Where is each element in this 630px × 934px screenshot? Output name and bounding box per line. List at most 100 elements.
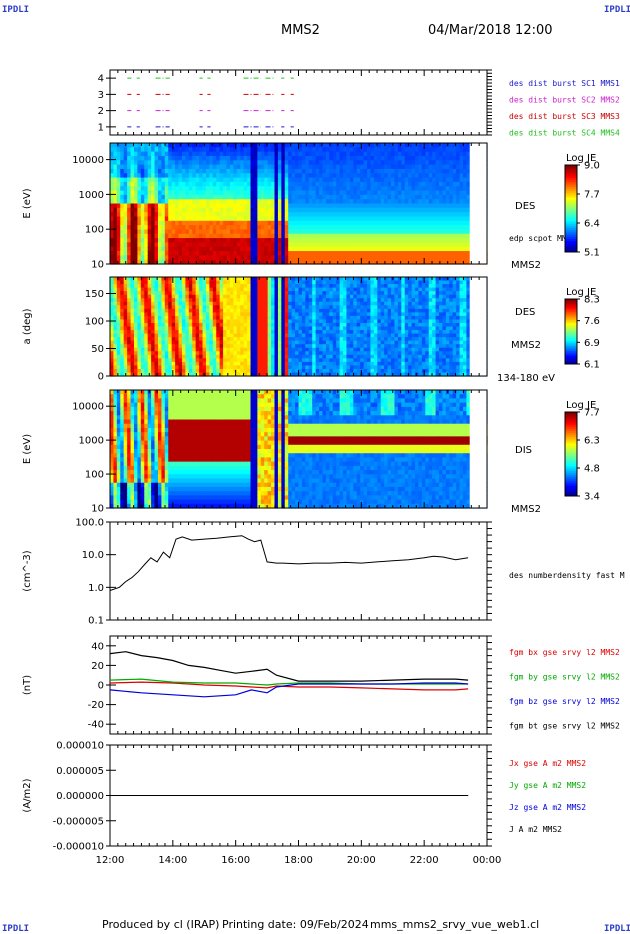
spectro-cell: [192, 368, 197, 374]
spectro-cell: [281, 255, 286, 261]
spectro-cell: [168, 344, 173, 349]
spectro-cell: [154, 251, 159, 256]
spectro-cell: [181, 186, 186, 192]
spectro-cell: [315, 194, 320, 200]
spectro-cell: [349, 199, 354, 205]
spectro-cell: [209, 168, 214, 174]
spectro-cell: [140, 319, 145, 324]
spectro-cell: [353, 155, 358, 161]
spectro-cell: [116, 255, 121, 261]
spectro-cell: [175, 294, 180, 299]
spectro-cell: [113, 372, 118, 377]
spectro-cell: [401, 212, 406, 218]
spectro-cell: [432, 233, 437, 239]
spectro-cell: [133, 337, 139, 342]
spectro-cell: [229, 312, 234, 317]
spectro-cell: [144, 251, 149, 256]
spectro-cell: [113, 242, 118, 248]
spectro-cell: [195, 225, 200, 231]
spectro-cell: [226, 173, 231, 179]
spectro-cell: [110, 333, 115, 338]
spectro-cell: [295, 203, 300, 209]
spectro-cell: [110, 344, 115, 349]
spectro-cell: [123, 199, 128, 205]
spectro-cell: [154, 246, 159, 252]
spectro-cell: [226, 251, 231, 256]
spectro-cell: [260, 301, 265, 306]
spectro-cell: [288, 301, 293, 306]
spectro-cell: [394, 238, 399, 243]
spectro-cell: [116, 151, 121, 157]
spectro-cell: [394, 181, 399, 187]
spectro-cell: [445, 147, 450, 153]
spectro-cell: [260, 225, 265, 231]
spectro-cell: [171, 155, 176, 161]
spectro-cell: [171, 368, 176, 374]
spectro-cell: [175, 181, 180, 187]
spectro-cell: [257, 287, 262, 292]
spectro-cell: [247, 186, 252, 192]
spectro-cell: [264, 347, 269, 352]
spectro-cell: [188, 301, 193, 306]
spectro-cell: [260, 194, 265, 200]
spectro-cell: [435, 186, 440, 192]
spectro-cell: [463, 199, 468, 205]
spectro-cell: [164, 301, 169, 306]
spectro-cell: [161, 347, 166, 352]
spectro-cell: [216, 287, 221, 292]
spectro-cell: [373, 186, 378, 192]
spectro-cell: [243, 361, 248, 366]
spectro-cell: [281, 330, 286, 335]
spectro-cell: [240, 194, 245, 200]
spectro-cell: [144, 143, 149, 148]
spectro-cell: [199, 259, 204, 265]
spectro-cell: [154, 333, 159, 338]
spectro-cell: [199, 330, 204, 335]
spectro-cell: [291, 301, 296, 306]
spectro-cell: [243, 242, 248, 248]
spectro-cell: [236, 301, 241, 306]
spectro-cell: [291, 294, 296, 299]
spectro-cell: [329, 246, 334, 252]
spectro-cell: [229, 319, 234, 324]
spectro-cell: [140, 147, 145, 153]
spectro-cell: [387, 164, 392, 170]
spectro-cell: [212, 220, 217, 226]
spectro-cell: [267, 358, 272, 363]
spectro-cell: [192, 365, 197, 370]
spectro-cell: [175, 319, 180, 324]
spectro-cell: [110, 284, 115, 289]
spectro-cell: [394, 259, 399, 265]
spectro-cell: [233, 246, 238, 252]
spectro-cell: [199, 255, 204, 261]
spectro-cell: [253, 242, 258, 248]
colorbar-cell: [565, 206, 577, 209]
spectro-cell: [291, 284, 296, 289]
spectro-cell: [298, 155, 303, 161]
spectro-cell: [432, 177, 437, 183]
spectro-cell: [466, 173, 471, 179]
spectro-cell: [223, 365, 228, 370]
spectro-cell: [288, 246, 293, 252]
spectro-cell: [171, 238, 176, 243]
spectro-cell: [264, 372, 269, 377]
spectro-cell: [267, 238, 272, 243]
spectro-cell: [452, 177, 457, 183]
spectro-cell: [325, 194, 330, 200]
spectro-cell: [380, 259, 385, 265]
spectro-cell: [274, 326, 279, 331]
spectro-cell: [349, 164, 354, 170]
spectro-cell: [291, 319, 296, 324]
spectro-cell: [202, 340, 207, 345]
spectro-cell: [116, 181, 121, 187]
spectro-cell: [449, 181, 454, 187]
spectro-cell: [154, 255, 159, 261]
spectro-cell: [452, 155, 457, 161]
spectro-cell: [219, 225, 224, 231]
spectro-cell: [202, 358, 207, 363]
spectro-cell: [298, 372, 303, 377]
spectro-cell: [253, 164, 258, 170]
spectro-cell: [147, 368, 152, 374]
spectro-cell: [394, 255, 399, 261]
spectro-cell: [452, 233, 457, 239]
